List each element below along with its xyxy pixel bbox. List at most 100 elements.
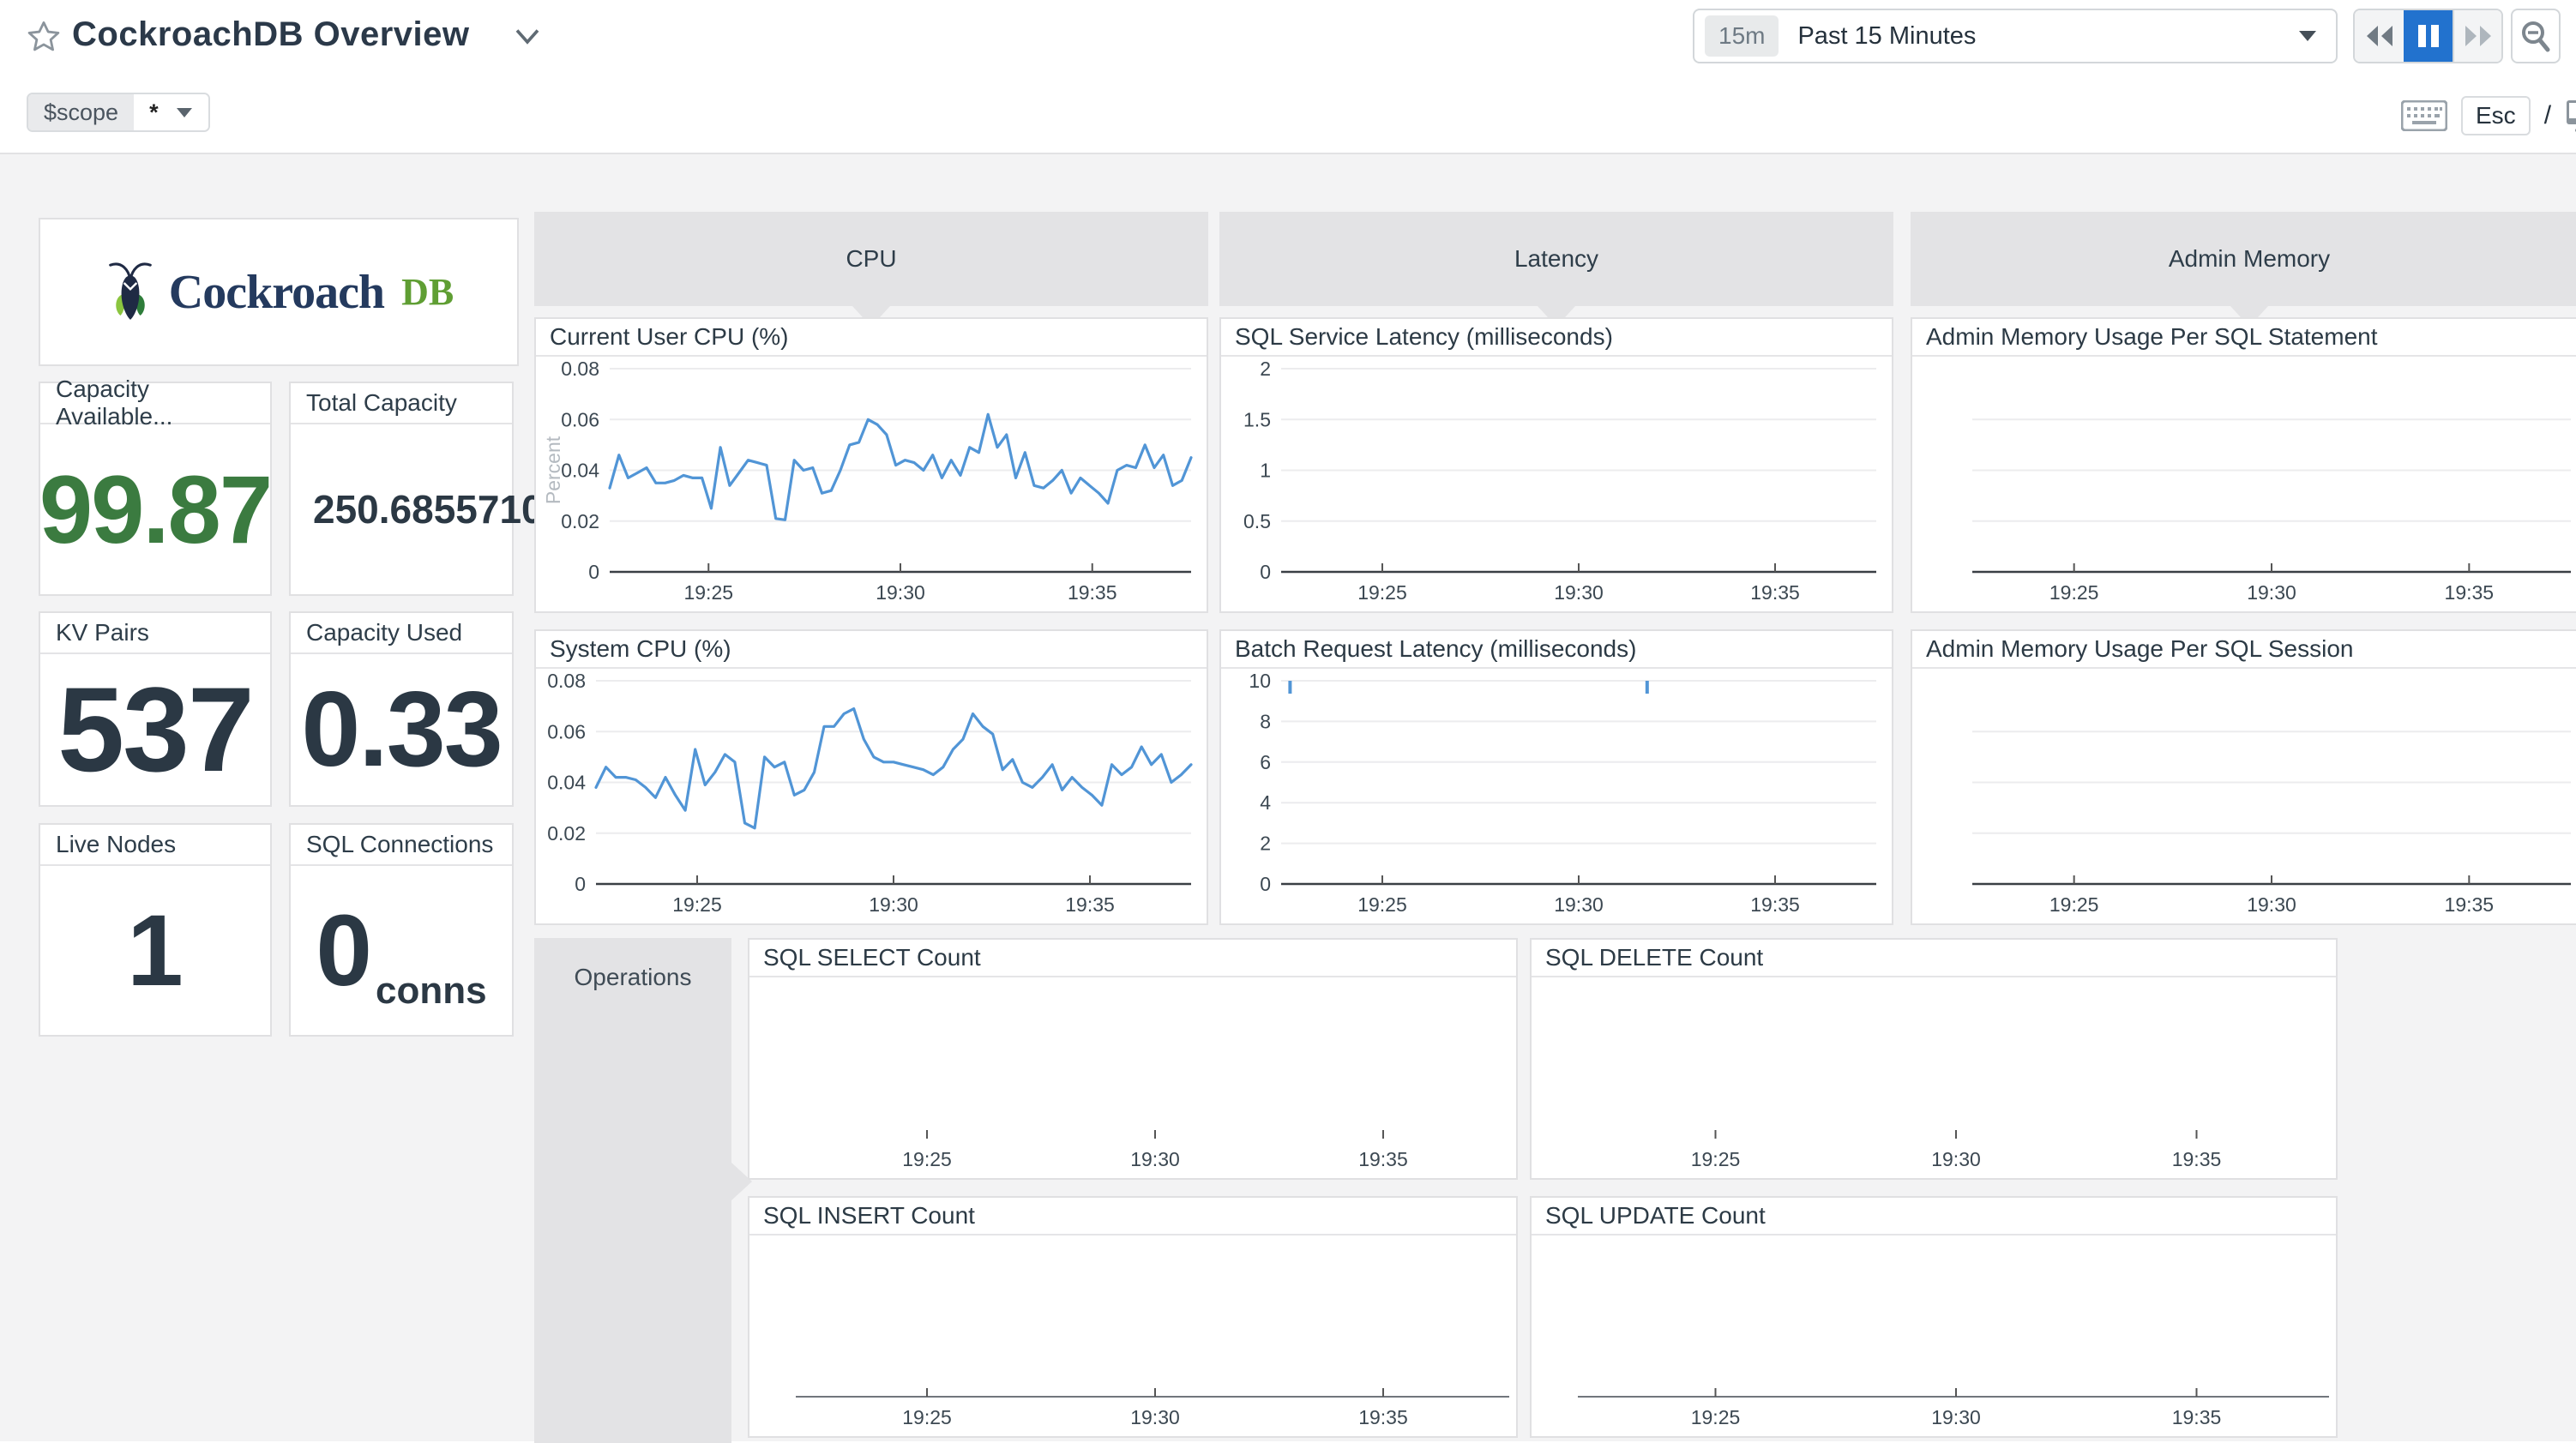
svg-text:19:25: 19:25 bbox=[683, 581, 733, 604]
pause-button[interactable] bbox=[2404, 10, 2453, 62]
chart-plot[interactable]: 10 8 6 4 2 0 19:25 19:30 19:35 bbox=[1221, 669, 1892, 923]
metric-unit: conns bbox=[376, 970, 487, 1012]
svg-text:19:30: 19:30 bbox=[2247, 581, 2296, 604]
metric-sql-connections[interactable]: SQL Connections 0 conns bbox=[289, 823, 514, 1037]
metric-value: 0 bbox=[316, 893, 373, 1007]
chart-card-batch-request-latency[interactable]: Batch Request Latency (milliseconds) 10 8… bbox=[1219, 629, 1893, 925]
svg-text:0: 0 bbox=[575, 873, 586, 895]
scope-variable-name: $scope bbox=[28, 94, 135, 130]
chart-plot[interactable]: 19:25 19:30 19:35 bbox=[1532, 977, 2336, 1178]
rewind-icon bbox=[2366, 26, 2392, 46]
chart-card-sql-service-latency[interactable]: SQL Service Latency (milliseconds) 2 1.5 1… bbox=[1219, 317, 1893, 613]
chart-title: Admin Memory Usage Per SQL Statement bbox=[1912, 319, 2576, 357]
dashboard-canvas: Cockroach DB Capacity Available... 99.87… bbox=[0, 153, 2576, 1443]
svg-text:19:30: 19:30 bbox=[1554, 581, 1604, 604]
metric-value: 1 bbox=[127, 893, 184, 1007]
chart-card-current-user-cpu[interactable]: Current User CPU (%) 0.08 0.06 0.04 0.02 0 19… bbox=[534, 317, 1208, 613]
chart-title: SQL INSERT Count bbox=[749, 1198, 1516, 1236]
metric-live-nodes[interactable]: Live Nodes 1 bbox=[39, 823, 272, 1037]
cockroachdb-logo-card[interactable]: Cockroach DB bbox=[39, 218, 519, 366]
metric-total-capacity[interactable]: Total Capacity 250.6855710720GB bbox=[289, 382, 642, 596]
fast-forward-button[interactable] bbox=[2453, 10, 2501, 62]
scope-variable-value[interactable]: * bbox=[134, 94, 208, 130]
rewind-button[interactable] bbox=[2355, 10, 2404, 62]
group-label: Operations bbox=[574, 964, 692, 990]
chart-card-system-cpu[interactable]: System CPU (%) 0.08 0.06 0.04 0.02 0 19:25 19:… bbox=[534, 629, 1208, 925]
group-label: CPU bbox=[846, 245, 897, 272]
svg-text:19:25: 19:25 bbox=[1357, 893, 1407, 916]
time-range-badge: 15m bbox=[1705, 15, 1779, 57]
svg-text:19:30: 19:30 bbox=[869, 893, 918, 916]
svg-text:19:35: 19:35 bbox=[1068, 581, 1117, 604]
chart-card-admin-memory-statement[interactable]: Admin Memory Usage Per SQL Statement 19:… bbox=[1911, 317, 2576, 613]
favorite-star-icon[interactable] bbox=[26, 19, 62, 55]
fullscreen-monitor-icon[interactable] bbox=[2565, 99, 2576, 133]
scope-caret-icon bbox=[176, 107, 192, 117]
chart-plot[interactable]: 19:25 19:30 19:35 bbox=[1912, 669, 2576, 923]
svg-text:2: 2 bbox=[1260, 833, 1271, 855]
group-banner-admin-memory: Admin Memory bbox=[1911, 212, 2576, 327]
svg-text:0.02: 0.02 bbox=[561, 510, 599, 532]
metric-value: 0.33 bbox=[301, 670, 503, 789]
title-chevron-down-icon[interactable] bbox=[515, 27, 540, 46]
time-range-caret-icon bbox=[2299, 30, 2316, 41]
template-variable-scope[interactable]: $scope * bbox=[27, 93, 210, 132]
chart-card-sql-update-count[interactable]: SQL UPDATE Count 19:25 19:30 19:35 bbox=[1530, 1196, 2338, 1438]
svg-text:0.02: 0.02 bbox=[547, 822, 586, 845]
chart-title: Batch Request Latency (milliseconds) bbox=[1221, 631, 1892, 669]
svg-text:0.04: 0.04 bbox=[547, 772, 586, 794]
page-title: CockroachDB Overview bbox=[72, 15, 470, 53]
chart-plot[interactable]: 19:25 19:30 19:35 bbox=[1532, 1236, 2336, 1436]
metric-kv-pairs[interactable]: KV Pairs 537 bbox=[39, 611, 272, 807]
svg-text:Percent: Percent bbox=[542, 436, 564, 504]
metric-value: 99.87 bbox=[39, 455, 273, 563]
slash-key-hint: / bbox=[2543, 101, 2552, 129]
metric-label: Live Nodes bbox=[40, 825, 270, 866]
svg-text:0.08: 0.08 bbox=[547, 670, 586, 692]
chart-plot[interactable]: 2 1.5 1 0.5 0 19:25 19:30 19:35 bbox=[1221, 357, 1892, 611]
time-range-label: Past 15 Minutes bbox=[1797, 21, 1977, 50]
group-label: Admin Memory bbox=[2168, 245, 2331, 272]
svg-text:19:30: 19:30 bbox=[1931, 1406, 1981, 1428]
chart-plot[interactable]: 19:25 19:30 19:35 bbox=[1912, 357, 2576, 611]
chart-title: SQL DELETE Count bbox=[1532, 940, 2336, 977]
svg-text:19:35: 19:35 bbox=[1358, 1148, 1408, 1170]
esc-key-hint: Esc bbox=[2461, 96, 2531, 135]
svg-text:4: 4 bbox=[1260, 791, 1271, 814]
svg-text:19:30: 19:30 bbox=[2247, 893, 2296, 916]
group-banner-operations: Operations bbox=[534, 938, 752, 1443]
metric-label: SQL Connections bbox=[291, 825, 512, 866]
svg-text:19:35: 19:35 bbox=[1065, 893, 1115, 916]
svg-text:19:25: 19:25 bbox=[902, 1406, 952, 1428]
svg-text:19:35: 19:35 bbox=[2172, 1406, 2222, 1428]
chart-title: Admin Memory Usage Per SQL Session bbox=[1912, 631, 2576, 669]
top-bar: CockroachDB Overview 15m Past 15 Minutes bbox=[0, 0, 2576, 94]
chart-card-admin-memory-session[interactable]: Admin Memory Usage Per SQL Session 19:25… bbox=[1911, 629, 2576, 925]
metric-label: Capacity Available... bbox=[40, 376, 270, 430]
svg-text:2: 2 bbox=[1260, 358, 1271, 380]
chart-card-sql-insert-count[interactable]: SQL INSERT Count 19:25 19:30 19:35 bbox=[748, 1196, 1518, 1438]
svg-text:0: 0 bbox=[1260, 873, 1271, 895]
chart-title: Current User CPU (%) bbox=[536, 319, 1207, 357]
time-range-selector[interactable]: 15m Past 15 Minutes bbox=[1693, 9, 2338, 63]
group-banner-latency: Latency bbox=[1219, 212, 1893, 327]
chart-card-sql-delete-count[interactable]: SQL DELETE Count 19:25 19:30 19:35 bbox=[1530, 938, 2338, 1180]
metric-label: Capacity Used bbox=[291, 613, 512, 654]
chart-plot[interactable]: 19:25 19:30 19:35 bbox=[749, 1236, 1516, 1436]
chart-plot[interactable]: 0.08 0.06 0.04 0.02 0 19:25 19:30 19:35 bbox=[536, 669, 1207, 923]
svg-text:19:35: 19:35 bbox=[2445, 581, 2495, 604]
metric-capacity-used[interactable]: Capacity Used 0.33 bbox=[289, 611, 514, 807]
playback-controls bbox=[2353, 9, 2503, 63]
svg-text:8: 8 bbox=[1260, 710, 1271, 732]
svg-text:0: 0 bbox=[588, 561, 599, 583]
metric-capacity-available[interactable]: Capacity Available... 99.87 bbox=[39, 376, 273, 596]
chart-card-sql-select-count[interactable]: SQL SELECT Count 19:25 19:30 19:35 bbox=[748, 938, 1518, 1180]
svg-text:0.5: 0.5 bbox=[1243, 510, 1271, 532]
zoom-out-icon bbox=[2522, 21, 2550, 52]
svg-text:19:30: 19:30 bbox=[1554, 893, 1604, 916]
zoom-out-button[interactable] bbox=[2511, 9, 2561, 63]
chart-plot[interactable]: 19:25 19:30 19:35 bbox=[749, 977, 1516, 1178]
chart-plot[interactable]: 0.08 0.06 0.04 0.02 0 19:25 19:30 19:35 Percent bbox=[536, 357, 1207, 611]
svg-text:19:25: 19:25 bbox=[1691, 1406, 1741, 1428]
metric-label: Total Capacity bbox=[291, 383, 512, 424]
